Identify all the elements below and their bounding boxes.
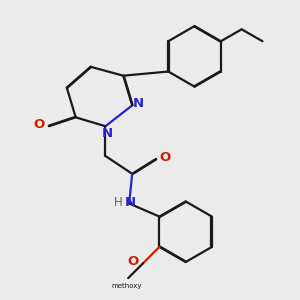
Text: N: N <box>133 98 144 110</box>
Text: N: N <box>125 196 136 208</box>
Text: methoxy: methoxy <box>112 283 142 289</box>
Text: O: O <box>127 255 138 268</box>
Text: N: N <box>101 127 112 140</box>
Text: H: H <box>113 196 122 208</box>
Text: O: O <box>34 118 45 131</box>
Text: O: O <box>160 151 171 164</box>
